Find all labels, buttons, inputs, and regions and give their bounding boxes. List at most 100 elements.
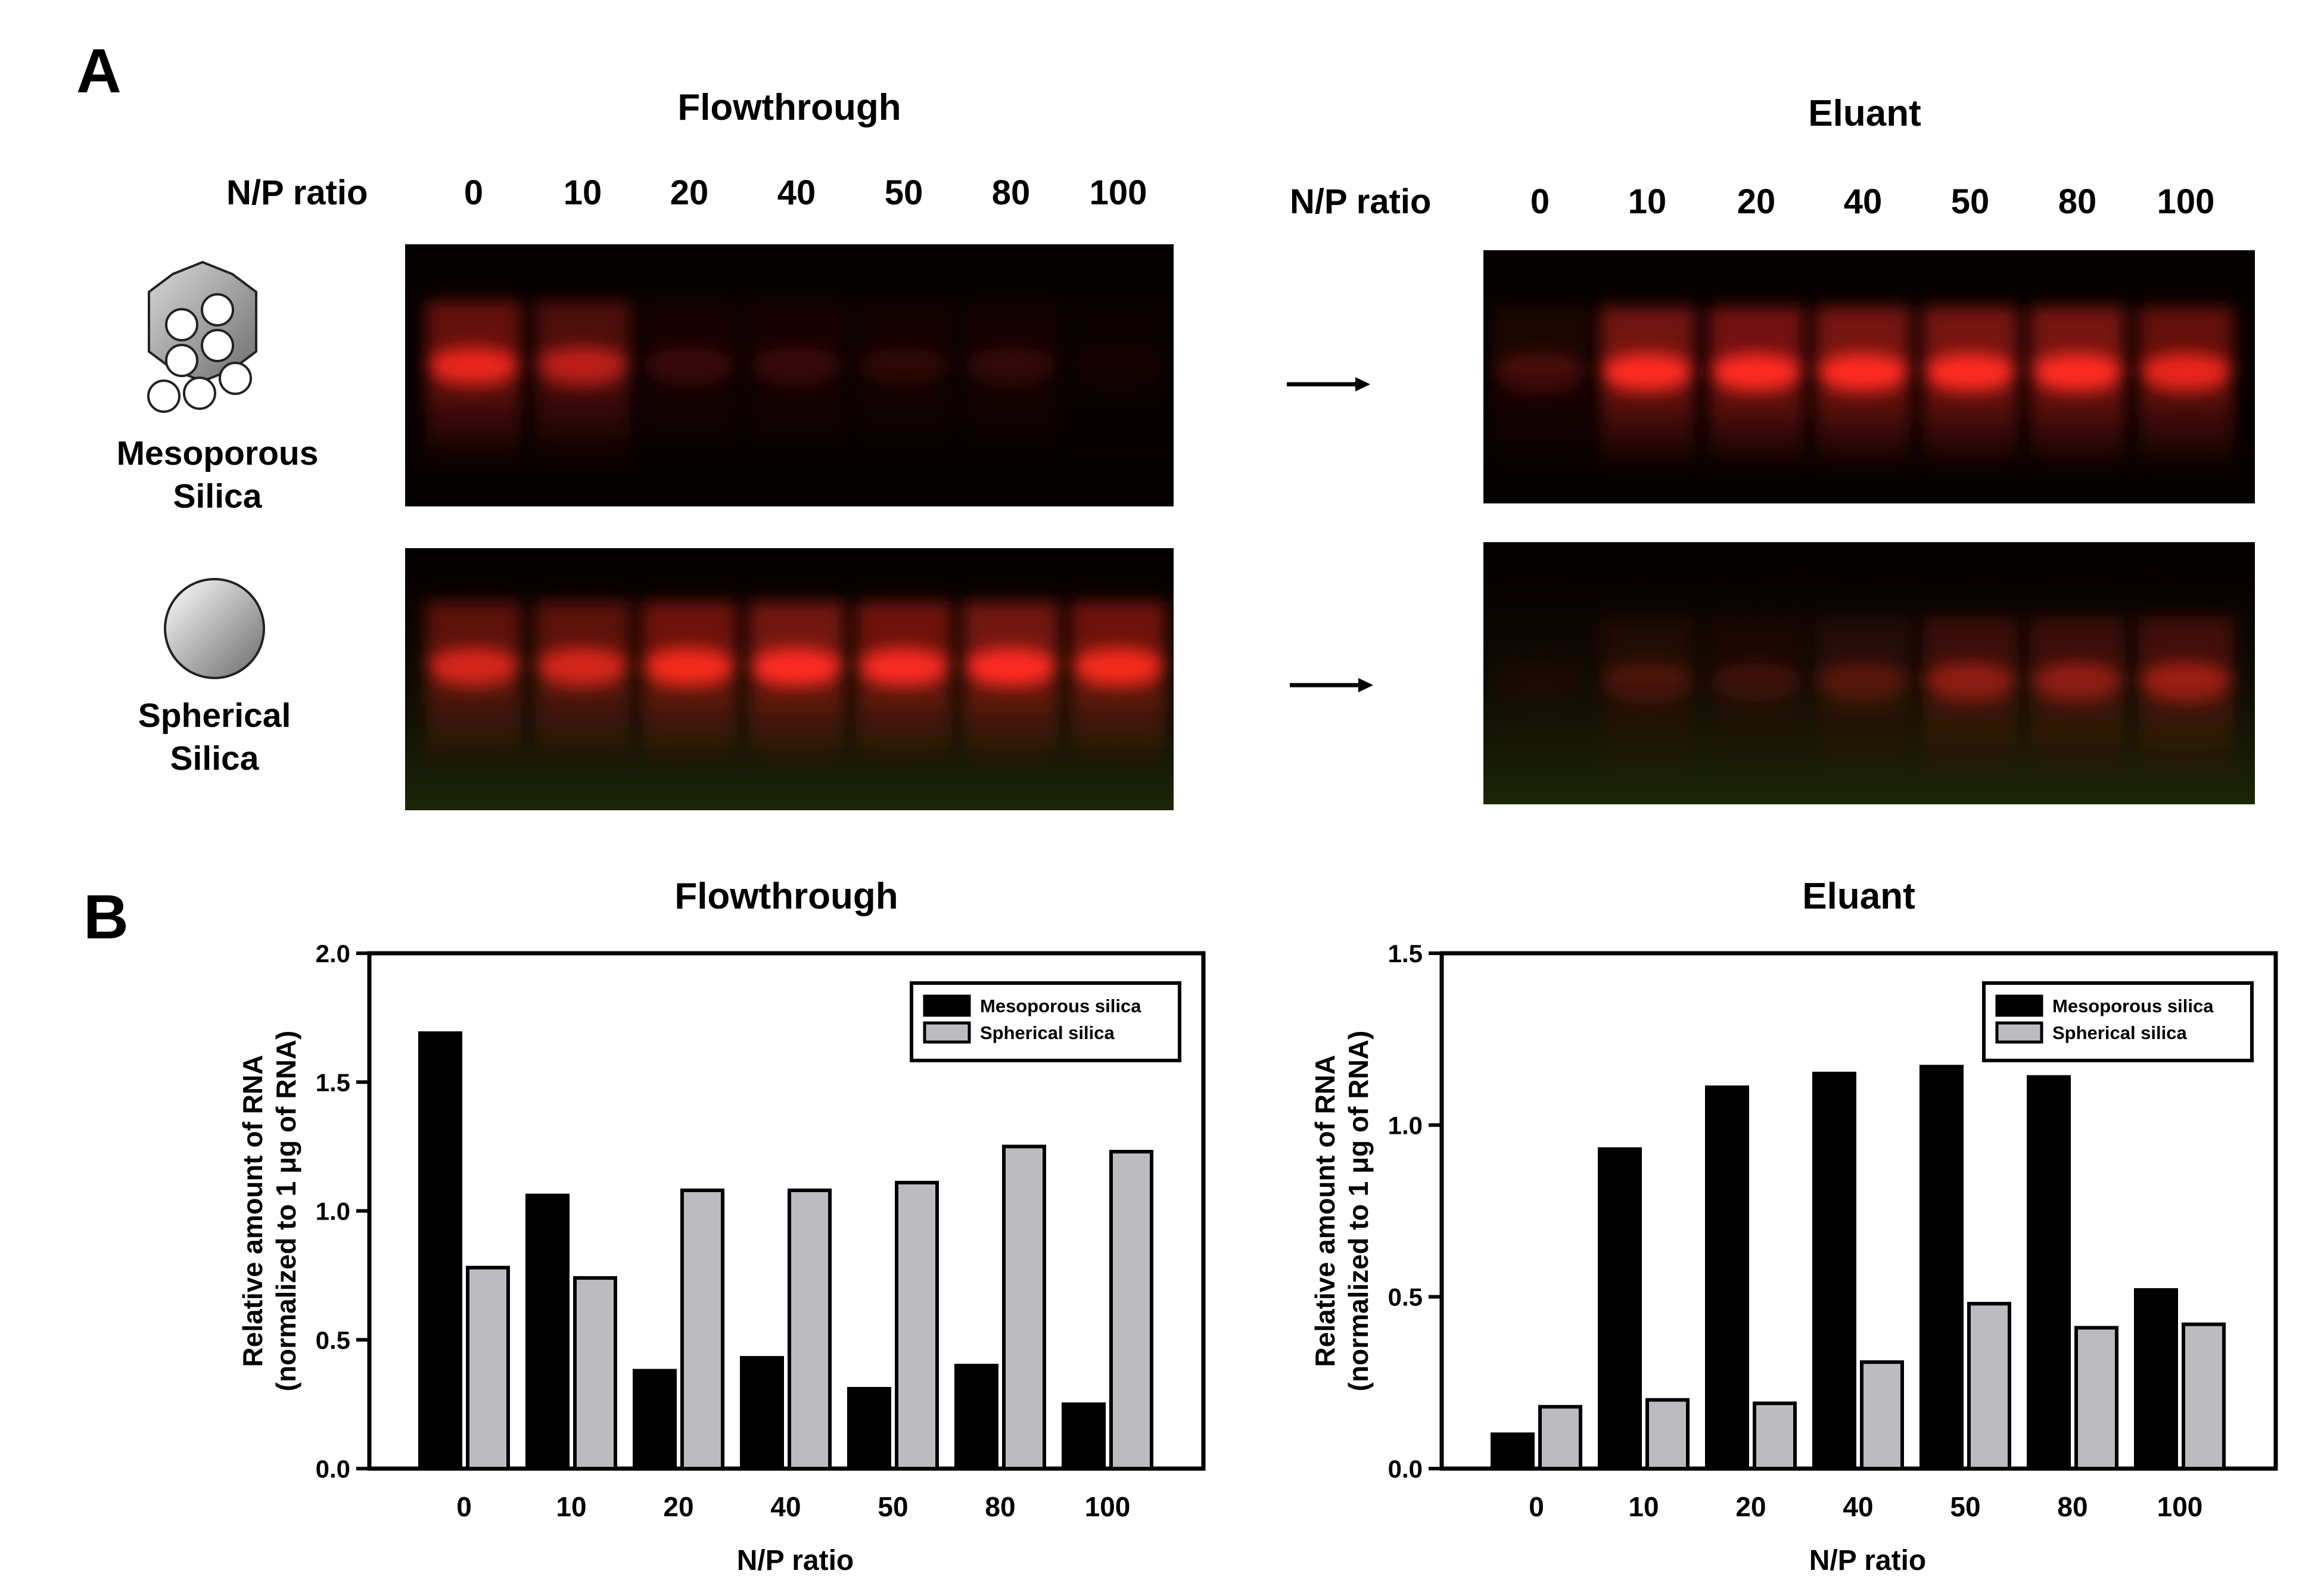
eluant-y-tick-label: 0.0 [1388,1455,1423,1483]
spherical-silica-icon [164,578,265,679]
flowthrough-x-tick-label: 0 [456,1491,472,1522]
gel-band [1815,307,1911,474]
eluant-y-tick-label: 1.5 [1388,940,1423,968]
eluant-plot-frame [1439,951,2278,1471]
flowthrough-bar-mesoporous [954,1364,998,1470]
flowthrough-lane-label: 0 [463,173,484,212]
gel-band [1600,307,1695,474]
panel-b-letter: B [83,882,129,952]
eluant-bar-chart: Eluant 0.0 0.5 1.0 1.5 Relative amount of RNA… [1309,876,2278,1576]
flowthrough-bar-spherical [680,1188,724,1471]
flowthrough-bar-spherical [573,1276,617,1470]
eluant-bar-mesoporous [1598,1147,1642,1470]
flowthrough-bar-spherical [1109,1150,1153,1470]
gel-band [1709,307,1804,474]
gel-band [1922,617,2018,783]
eluant-bar-spherical [2182,1322,2226,1470]
eluant-bar-mesoporous [1919,1065,1964,1470]
eluant-legend-swatch [1995,1021,2043,1044]
flowthrough-lane-label: 50 [884,173,923,212]
gel-eluant-mesoporous [1483,250,2255,503]
eluant-gel-title: Eluant [1808,93,1921,134]
eluant-bar-spherical [1967,1302,2011,1470]
flowthrough-bar-spherical [1002,1145,1046,1470]
arrow-spherical [1290,678,1373,692]
gel-flowthrough-mesoporous [405,244,1174,506]
flowthrough-bar-spherical [466,1265,510,1471]
eluant-bar-spherical [1538,1405,1582,1471]
flowthrough-y-tick-label: 1.5 [316,1068,350,1096]
gel-band [535,301,630,468]
gel-band [426,602,521,769]
flowthrough-legend: Mesoporous silica Spherical silica [910,981,1181,1062]
eluant-bar-spherical [1860,1360,1904,1470]
spherical-label-line1: Spherical [138,696,291,735]
eluant-bar-mesoporous [1491,1432,1535,1470]
eluant-legend-label: Spherical silica [2052,1022,2187,1043]
eluant-bar-mesoporous [1705,1085,1749,1470]
eluant-x-tick-label: 80 [2057,1491,2087,1522]
eluant-bar-mesoporous [1812,1071,1856,1471]
arrow-mesoporous [1287,377,1370,391]
spherical-silica-label: Spherical Silica [89,694,340,780]
eluant-bar-mesoporous [2134,1288,2178,1471]
np-ratio-label-right: N/P ratio [1290,182,1432,221]
flowthrough-x-axis-label: N/P ratio [737,1545,854,1576]
flowthrough-lane-label: 80 [991,173,1031,212]
eluant-x-tick-label: 20 [1735,1491,1766,1522]
eluant-x-tick-label: 40 [1843,1491,1873,1522]
flowthrough-lane-label: 40 [777,173,816,212]
eluant-bar-mesoporous [2027,1075,2071,1471]
gel-band [535,602,630,769]
eluant-y-tick-label: 1.0 [1388,1111,1423,1139]
eluant-lane-label: 10 [1628,182,1667,221]
flowthrough-bar-mesoporous [1062,1402,1106,1470]
flowthrough-x-tick-label: 20 [663,1491,693,1522]
eluant-lane-label: 50 [1950,182,1990,221]
gel-band [1071,602,1166,769]
gel-band [749,602,844,769]
panel-a-letter: A [76,36,122,106]
flowthrough-gel-title: Flowthrough [677,87,901,128]
flowthrough-x-tick-label: 10 [556,1491,586,1522]
gel-flowthrough-spherical [405,548,1174,810]
flowthrough-bar-spherical [788,1188,832,1471]
flowthrough-legend-swatch [923,994,971,1017]
mesoporous-silica-icon [147,260,257,413]
flowthrough-bar-mesoporous [740,1356,784,1471]
flowthrough-bar-mesoporous [418,1031,462,1470]
gel-band [1709,617,1804,783]
eluant-bar-spherical [1753,1401,1797,1471]
eluant-lane-label: 80 [2058,182,2097,221]
flowthrough-legend-swatch [923,1021,971,1044]
eluant-x-tick-label: 10 [1628,1491,1659,1522]
gel-band [963,602,1059,769]
flowthrough-bar-chart: Flowthrough 0.0 0.5 1.0 1.5 2.0 Relative amoun… [237,876,1206,1576]
flowthrough-bar-mesoporous [525,1193,570,1470]
eluant-x-tick-label: 50 [1950,1491,1980,1522]
flowthrough-legend-label: Spherical silica [980,1022,1115,1043]
gel-band [1492,307,1588,474]
gel-band [1071,347,1166,468]
flowthrough-y-tick-label: 1.0 [316,1198,350,1226]
gel-band [1922,307,2018,474]
eluant-x-tick-label: 100 [2157,1491,2203,1522]
gel-band [1600,617,1695,783]
flowthrough-lane-label: 10 [563,173,602,212]
gel-band [1492,663,1588,783]
eluant-x-axis-label: N/P ratio [1809,1545,1927,1576]
eluant-lane-label: 20 [1737,182,1776,221]
mesoporous-silica-label: Mesoporous Silica [92,432,343,518]
gel-band [749,301,844,468]
gel-eluant-spherical [1483,542,2255,804]
flowthrough-lane-label: 100 [1089,173,1147,212]
eluant-legend: Mesoporous silica Spherical silica [1982,981,2254,1062]
gel-band [2030,617,2125,783]
gel-band [856,602,951,769]
gel-band [2030,307,2125,474]
gel-band [1815,617,1911,783]
eluant-x-tick-label: 0 [1529,1491,1544,1522]
mesoporous-label-line2: Silica [173,477,262,515]
eluant-legend-label: Mesoporous silica [2052,996,2214,1016]
spherical-label-line2: Silica [170,739,259,777]
